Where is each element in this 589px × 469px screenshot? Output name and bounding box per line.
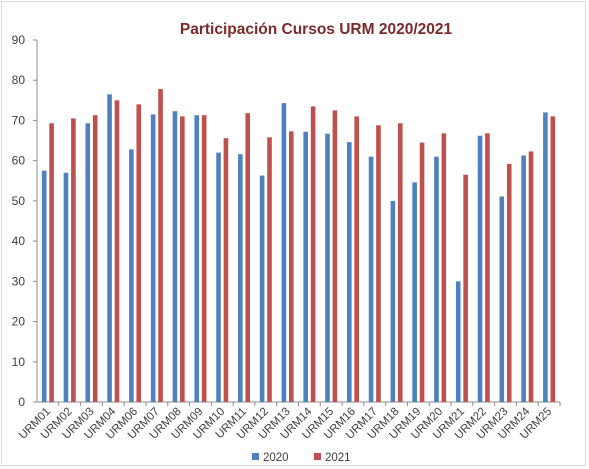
bar-2021-URM14 bbox=[310, 106, 316, 402]
bar-2020-URM07 bbox=[150, 114, 156, 403]
y-tick-label: 30 bbox=[12, 274, 26, 288]
y-tick-label: 10 bbox=[12, 355, 26, 369]
bar-2020-URM22 bbox=[477, 135, 483, 402]
bars bbox=[41, 89, 556, 403]
bar-2021-URM01 bbox=[49, 123, 54, 402]
bar-2020-URM06 bbox=[129, 149, 134, 402]
bar-2020-URM16 bbox=[346, 142, 352, 403]
bar-2020-URM15 bbox=[325, 133, 330, 402]
legend-swatch-2020 bbox=[252, 453, 259, 460]
bar-2020-URM18 bbox=[390, 200, 396, 402]
bar-2020-URM17 bbox=[368, 156, 374, 402]
bar-2020-URM13 bbox=[281, 103, 287, 402]
bar-2020-URM14 bbox=[303, 131, 308, 402]
bar-2021-URM07 bbox=[158, 89, 163, 403]
bar-2020-URM12 bbox=[259, 175, 265, 402]
bar-2021-URM24 bbox=[528, 151, 534, 402]
bar-2021-URM03 bbox=[92, 115, 98, 403]
bar-2020-URM04 bbox=[107, 94, 112, 403]
bar-2020-URM03 bbox=[85, 123, 91, 402]
bar-2021-URM02 bbox=[71, 118, 76, 402]
bar-2021-URM18 bbox=[397, 123, 403, 402]
bar-2020-URM20 bbox=[434, 156, 439, 402]
bar-2021-URM16 bbox=[354, 116, 359, 402]
bar-2021-URM15 bbox=[332, 110, 338, 402]
bar-2020-URM01 bbox=[41, 170, 47, 402]
bar-2021-URM08 bbox=[180, 116, 185, 402]
bar-2021-URM10 bbox=[223, 138, 229, 403]
bar-2020-URM09 bbox=[194, 115, 200, 403]
bar-2020-URM21 bbox=[455, 281, 461, 402]
bar-2021-URM22 bbox=[485, 133, 490, 402]
bar-2021-URM12 bbox=[267, 137, 272, 403]
bar-2021-URM13 bbox=[289, 131, 294, 402]
legend-label-2021: 2021 bbox=[325, 452, 351, 464]
y-tick-label: 70 bbox=[12, 113, 26, 127]
bar-2020-URM08 bbox=[172, 111, 178, 403]
bar-2021-URM21 bbox=[463, 174, 468, 402]
y-tick-label: 90 bbox=[12, 33, 26, 47]
bar-2021-URM19 bbox=[419, 142, 425, 403]
bar-2021-URM20 bbox=[441, 133, 447, 402]
bar-2020-URM02 bbox=[63, 172, 69, 402]
y-tick-label: 40 bbox=[12, 234, 26, 248]
bar-2020-URM11 bbox=[238, 154, 243, 402]
bar-2020-URM25 bbox=[543, 112, 548, 403]
bar-2021-URM04 bbox=[114, 100, 120, 402]
legend: 2020 2021 bbox=[252, 452, 351, 464]
y-tick-label: 20 bbox=[12, 315, 26, 329]
chart-title: Participación Cursos URM 2020/2021 bbox=[180, 21, 453, 38]
y-tick-label: 50 bbox=[12, 194, 26, 208]
bar-2021-URM25 bbox=[550, 116, 556, 402]
bar-2020-URM10 bbox=[216, 152, 221, 402]
legend-swatch-2021 bbox=[314, 453, 321, 460]
bar-2021-URM06 bbox=[136, 104, 142, 402]
bar-2021-URM09 bbox=[201, 115, 207, 403]
bar-2021-URM17 bbox=[376, 125, 381, 402]
y-tick-label: 80 bbox=[12, 73, 26, 87]
bar-2021-URM11 bbox=[245, 113, 251, 403]
y-tick-label: 0 bbox=[18, 395, 25, 409]
bar-2020-URM23 bbox=[499, 196, 505, 402]
bar-2021-URM23 bbox=[506, 163, 512, 402]
bar-2020-URM24 bbox=[521, 155, 526, 402]
bar-2020-URM19 bbox=[412, 182, 417, 402]
y-tick-label: 60 bbox=[12, 154, 26, 168]
legend-label-2020: 2020 bbox=[263, 452, 289, 464]
